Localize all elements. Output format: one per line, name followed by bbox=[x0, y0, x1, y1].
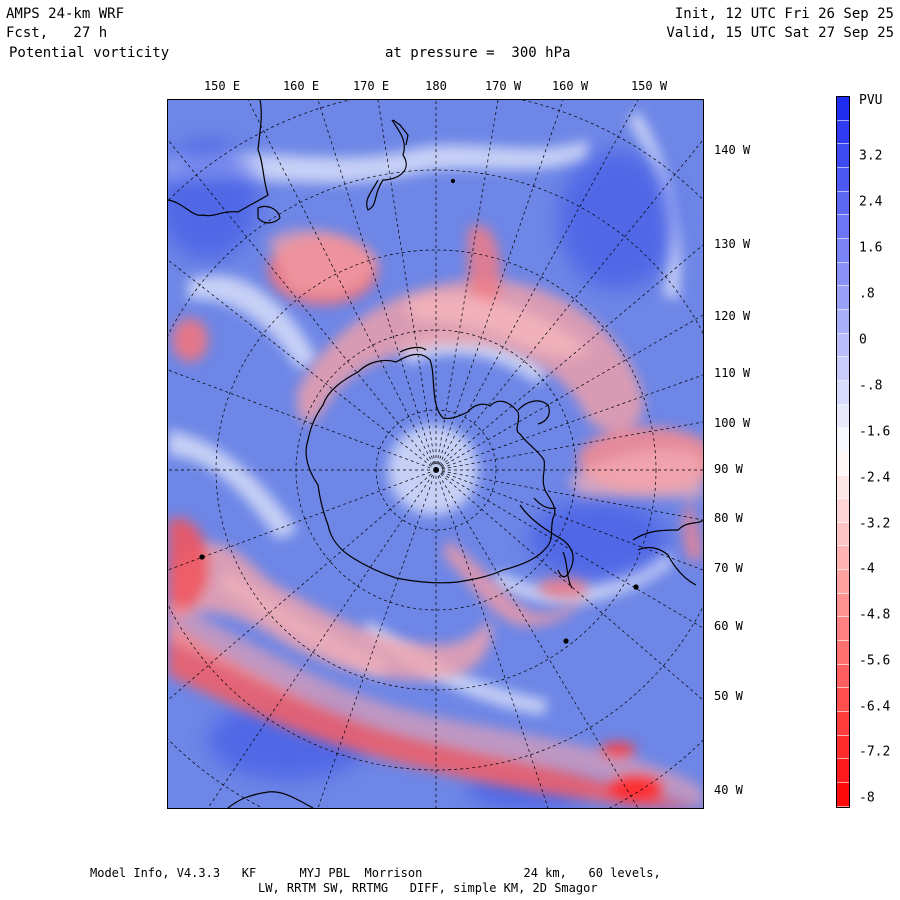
colorbar-step bbox=[837, 380, 849, 405]
lon-label-160w: 160 W bbox=[551, 79, 589, 93]
model-physics: LW, RRTM SW, RRTMG DIFF, simple KM, 2D S… bbox=[258, 881, 598, 895]
colorbar-step bbox=[837, 286, 849, 310]
lon-label-40w: 40 W bbox=[714, 783, 743, 797]
colorbar-step bbox=[837, 664, 849, 689]
colorbar-label: -4.8 bbox=[859, 607, 891, 623]
pv-map-canvas bbox=[168, 100, 703, 808]
colorbar-step bbox=[837, 688, 849, 713]
colorbar-label: -6.4 bbox=[859, 699, 891, 715]
colorbar-label: 0 bbox=[859, 332, 867, 348]
colorbar-label: -5.6 bbox=[859, 653, 891, 669]
lon-label-150w: 150 W bbox=[630, 79, 668, 93]
pv-negative-zones bbox=[168, 224, 703, 808]
colorbar-unit: PVU bbox=[859, 93, 883, 108]
lon-label-100w: 100 W bbox=[714, 416, 751, 430]
colorbar-label: -8 bbox=[859, 790, 875, 806]
colorbar-step bbox=[837, 735, 849, 760]
lon-label-170w: 170 W bbox=[484, 79, 522, 93]
lon-label-170e: 170 E bbox=[352, 79, 390, 93]
lon-label-90w: 90 W bbox=[714, 462, 743, 476]
lon-label-50w: 50 W bbox=[714, 689, 743, 703]
colorbar-label: 1.6 bbox=[859, 240, 883, 256]
colorbar-step bbox=[837, 522, 849, 547]
colorbar-step bbox=[837, 333, 849, 358]
colorbar-step bbox=[837, 262, 849, 287]
colorbar-step bbox=[837, 428, 849, 452]
colorbar-label: -7.2 bbox=[859, 744, 891, 760]
colorbar-step bbox=[837, 309, 849, 334]
coastlines bbox=[168, 100, 703, 808]
colorbar-step bbox=[837, 475, 849, 500]
colorbar-step bbox=[837, 783, 849, 807]
forecast-hour: Fcst, 27 h bbox=[6, 25, 108, 41]
colorbar-label: -4 bbox=[859, 561, 875, 577]
lon-label-120w: 120 W bbox=[714, 309, 751, 323]
lon-label-70w: 70 W bbox=[714, 561, 743, 575]
lon-label-140w: 140 W bbox=[714, 143, 751, 157]
colorbar-step bbox=[837, 617, 849, 642]
init-time: Init, 12 UTC Fri 26 Sep 25 bbox=[674, 6, 894, 22]
colorbar-step bbox=[837, 191, 849, 216]
colorbar-step bbox=[837, 144, 849, 168]
colorbar-step bbox=[837, 97, 849, 121]
valid-time: Valid, 15 UTC Sat 27 Sep 25 bbox=[666, 25, 894, 41]
colorbar-label: .8 bbox=[859, 286, 875, 302]
lon-label-60w: 60 W bbox=[714, 619, 743, 633]
colorbar-step bbox=[837, 451, 849, 476]
colorbar-step bbox=[837, 759, 849, 784]
colorbar-step bbox=[837, 238, 849, 263]
colorbar-step bbox=[837, 357, 849, 381]
lon-label-110w: 110 W bbox=[714, 366, 751, 380]
lon-label-80w: 80 W bbox=[714, 511, 743, 525]
colorbar-label: -3.2 bbox=[859, 516, 891, 532]
colorbar-step bbox=[837, 570, 849, 594]
lon-label-160e: 160 E bbox=[282, 79, 320, 93]
field-name: Potential vorticity bbox=[9, 45, 170, 61]
lon-label-180: 180 bbox=[425, 79, 447, 93]
colorbar-step bbox=[837, 712, 849, 736]
colorbar-step bbox=[837, 120, 849, 145]
model-title: AMPS 24-km WRF bbox=[6, 6, 125, 22]
lon-label-130w: 130 W bbox=[714, 237, 751, 251]
graticule bbox=[168, 100, 703, 808]
colorbar-step bbox=[837, 499, 849, 523]
model-info: Model Info, V4.3.3 KF MYJ PBL Morrison 2… bbox=[90, 866, 661, 880]
lon-label-150e: 150 E bbox=[203, 79, 241, 93]
colorbar-label: -2.4 bbox=[859, 470, 891, 486]
colorbar-step bbox=[837, 593, 849, 618]
colorbar-label: -1.6 bbox=[859, 424, 891, 440]
colorbar-label: -.8 bbox=[859, 378, 883, 394]
pv-map[interactable] bbox=[167, 99, 704, 809]
colorbar-step bbox=[837, 167, 849, 192]
colorbar-label: 3.2 bbox=[859, 148, 883, 164]
colorbar-step bbox=[837, 404, 849, 429]
colorbar bbox=[836, 96, 850, 808]
colorbar-label: 2.4 bbox=[859, 194, 883, 210]
colorbar-step bbox=[837, 546, 849, 571]
colorbar-step bbox=[837, 641, 849, 665]
colorbar-step bbox=[837, 215, 849, 239]
pressure-level: at pressure = 300 hPa bbox=[385, 45, 571, 61]
